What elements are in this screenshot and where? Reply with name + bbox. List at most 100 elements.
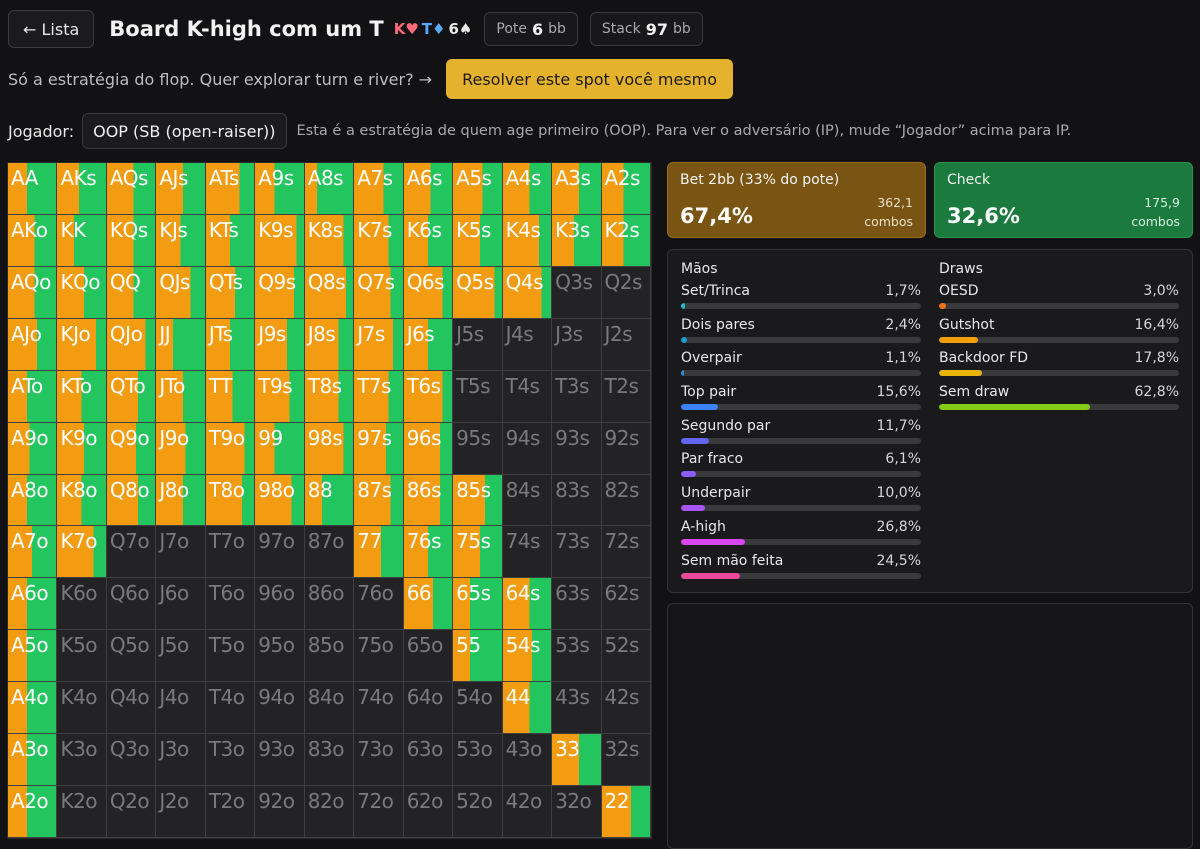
hand-cell-63o[interactable]: 63o [403,734,454,787]
hand-cell-qto[interactable]: QTo [106,370,157,423]
hand-cell-t2o[interactable]: T2o [205,786,256,838]
hand-cell-j5s[interactable]: J5s [453,318,503,371]
hand-cell-64s[interactable]: 64s [502,578,553,631]
hand-cell-qjs[interactable]: QJs [156,266,206,319]
hand-cell-j8s[interactable]: J8s [304,318,355,371]
hand-cell-q2s[interactable]: Q2s [601,266,651,319]
hand-cell-jj[interactable]: JJ [156,318,206,371]
hand-cell-43o[interactable]: 43o [502,734,553,787]
hand-cell-q7o[interactable]: Q7o [106,526,157,579]
hand-cell-a3s[interactable]: A3s [552,163,602,215]
hand-cell-72o[interactable]: 72o [354,786,404,838]
hand-cell-99[interactable]: 99 [255,422,305,475]
hand-cell-j4s[interactable]: J4s [502,318,553,371]
hand-cell-a6o[interactable]: A6o [8,578,58,631]
hand-cell-q8s[interactable]: Q8s [304,266,355,319]
hand-cell-83o[interactable]: 83o [304,734,355,787]
hand-cell-q5s[interactable]: Q5s [453,266,503,319]
hand-cell-kjs[interactable]: KJs [156,214,206,267]
hand-cell-j4o[interactable]: J4o [156,682,206,735]
hand-cell-k3o[interactable]: K3o [57,734,107,787]
hand-cell-53o[interactable]: 53o [453,734,503,787]
hand-cell-t4o[interactable]: T4o [205,682,256,735]
hand-cell-ako[interactable]: AKo [8,214,58,267]
hand-cell-75o[interactable]: 75o [354,630,404,683]
hand-cell-t3s[interactable]: T3s [552,370,602,423]
hand-cell-53s[interactable]: 53s [552,630,602,683]
hand-cell-k4s[interactable]: K4s [502,214,553,267]
hand-cell-52o[interactable]: 52o [453,786,503,838]
hand-cell-q9o[interactable]: Q9o [106,422,157,475]
hand-cell-aqo[interactable]: AQo [8,266,58,319]
hand-cell-a4o[interactable]: A4o [8,682,58,735]
hand-cell-a5o[interactable]: A5o [8,630,58,683]
hand-cell-64o[interactable]: 64o [403,682,454,735]
hand-cell-a6s[interactable]: A6s [403,163,454,215]
hand-cell-a9s[interactable]: A9s [255,163,305,215]
hand-cell-72s[interactable]: 72s [601,526,651,579]
player-select[interactable]: OOP (SB (open-raiser)) [82,113,287,149]
hand-cell-t5s[interactable]: T5s [453,370,503,423]
hand-cell-k2s[interactable]: K2s [601,214,651,267]
hand-cell-94o[interactable]: 94o [255,682,305,735]
hand-cell-q3o[interactable]: Q3o [106,734,157,787]
hand-cell-33[interactable]: 33 [552,734,602,787]
hand-cell-74o[interactable]: 74o [354,682,404,735]
hand-cell-j3s[interactable]: J3s [552,318,602,371]
hand-cell-22[interactable]: 22 [601,786,651,838]
hand-cell-t9o[interactable]: T9o [205,422,256,475]
hand-cell-73o[interactable]: 73o [354,734,404,787]
hand-cell-95o[interactable]: 95o [255,630,305,683]
hand-cell-65s[interactable]: 65s [453,578,503,631]
hand-cell-55[interactable]: 55 [453,630,503,683]
action-card-check[interactable]: Check 32,6% 175,9 combos [934,162,1193,238]
hand-cell-96s[interactable]: 96s [403,422,454,475]
hand-cell-ajo[interactable]: AJo [8,318,58,371]
hand-cell-t8o[interactable]: T8o [205,474,256,527]
hand-cell-jto[interactable]: JTo [156,370,206,423]
hand-cell-84s[interactable]: 84s [502,474,553,527]
hand-cell-k6o[interactable]: K6o [57,578,107,631]
hand-cell-j6o[interactable]: J6o [156,578,206,631]
hand-cell-a9o[interactable]: A9o [8,422,58,475]
hand-cell-92s[interactable]: 92s [601,422,651,475]
hand-cell-q6o[interactable]: Q6o [106,578,157,631]
hand-cell-kqo[interactable]: KQo [57,266,107,319]
hand-cell-86o[interactable]: 86o [304,578,355,631]
hand-cell-q8o[interactable]: Q8o [106,474,157,527]
hand-cell-tt[interactable]: TT [205,370,256,423]
hand-cell-t9s[interactable]: T9s [255,370,305,423]
hand-cell-q4o[interactable]: Q4o [106,682,157,735]
hand-cell-a7s[interactable]: A7s [354,163,404,215]
hand-cell-aa[interactable]: AA [8,163,58,215]
hand-cell-t6s[interactable]: T6s [403,370,454,423]
hand-cell-ajs[interactable]: AJs [156,163,206,215]
hand-cell-32s[interactable]: 32s [601,734,651,787]
hand-cell-54s[interactable]: 54s [502,630,553,683]
hand-cell-74s[interactable]: 74s [502,526,553,579]
hand-cell-32o[interactable]: 32o [552,786,602,838]
hand-cell-j3o[interactable]: J3o [156,734,206,787]
hand-cell-k8s[interactable]: K8s [304,214,355,267]
hand-cell-a5s[interactable]: A5s [453,163,503,215]
hand-cell-q3s[interactable]: Q3s [552,266,602,319]
hand-cell-q9s[interactable]: Q9s [255,266,305,319]
hand-cell-k4o[interactable]: K4o [57,682,107,735]
hand-cell-kts[interactable]: KTs [205,214,256,267]
hand-cell-k9s[interactable]: K9s [255,214,305,267]
hand-cell-k7s[interactable]: K7s [354,214,404,267]
hand-cell-85s[interactable]: 85s [453,474,503,527]
hand-cell-qts[interactable]: QTs [205,266,256,319]
hand-cell-k3s[interactable]: K3s [552,214,602,267]
hand-cell-t5o[interactable]: T5o [205,630,256,683]
hand-cell-qjo[interactable]: QJo [106,318,157,371]
hand-cell-k2o[interactable]: K2o [57,786,107,838]
hand-cell-j9s[interactable]: J9s [255,318,305,371]
hand-cell-87s[interactable]: 87s [354,474,404,527]
hand-cell-a8o[interactable]: A8o [8,474,58,527]
hand-cell-t7s[interactable]: T7s [354,370,404,423]
hand-cell-a2o[interactable]: A2o [8,786,58,838]
hand-cell-98o[interactable]: 98o [255,474,305,527]
hand-cell-q5o[interactable]: Q5o [106,630,157,683]
hand-cell-q6s[interactable]: Q6s [403,266,454,319]
